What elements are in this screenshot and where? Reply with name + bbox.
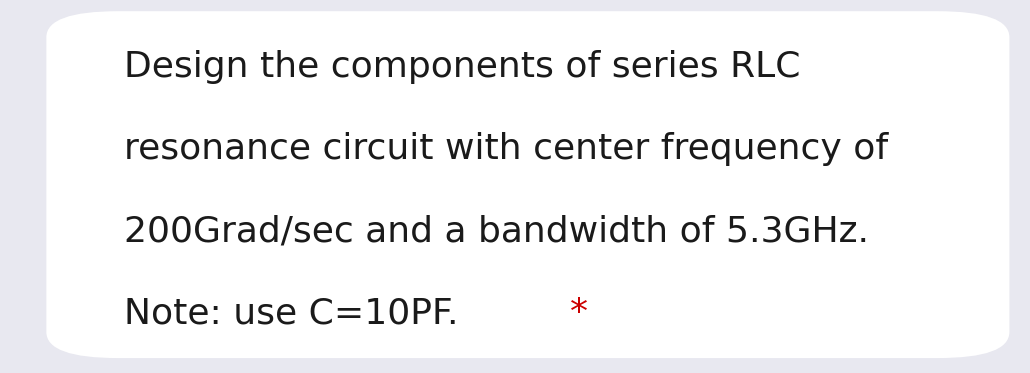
- Text: *: *: [570, 296, 588, 330]
- Text: 200Grad/sec and a bandwidth of 5.3GHz.: 200Grad/sec and a bandwidth of 5.3GHz.: [124, 214, 868, 248]
- FancyBboxPatch shape: [46, 11, 1009, 358]
- Text: Note: use C=10PF.: Note: use C=10PF.: [124, 296, 470, 330]
- Text: Design the components of series RLC: Design the components of series RLC: [124, 50, 800, 84]
- Text: resonance circuit with center frequency of: resonance circuit with center frequency …: [124, 132, 888, 166]
